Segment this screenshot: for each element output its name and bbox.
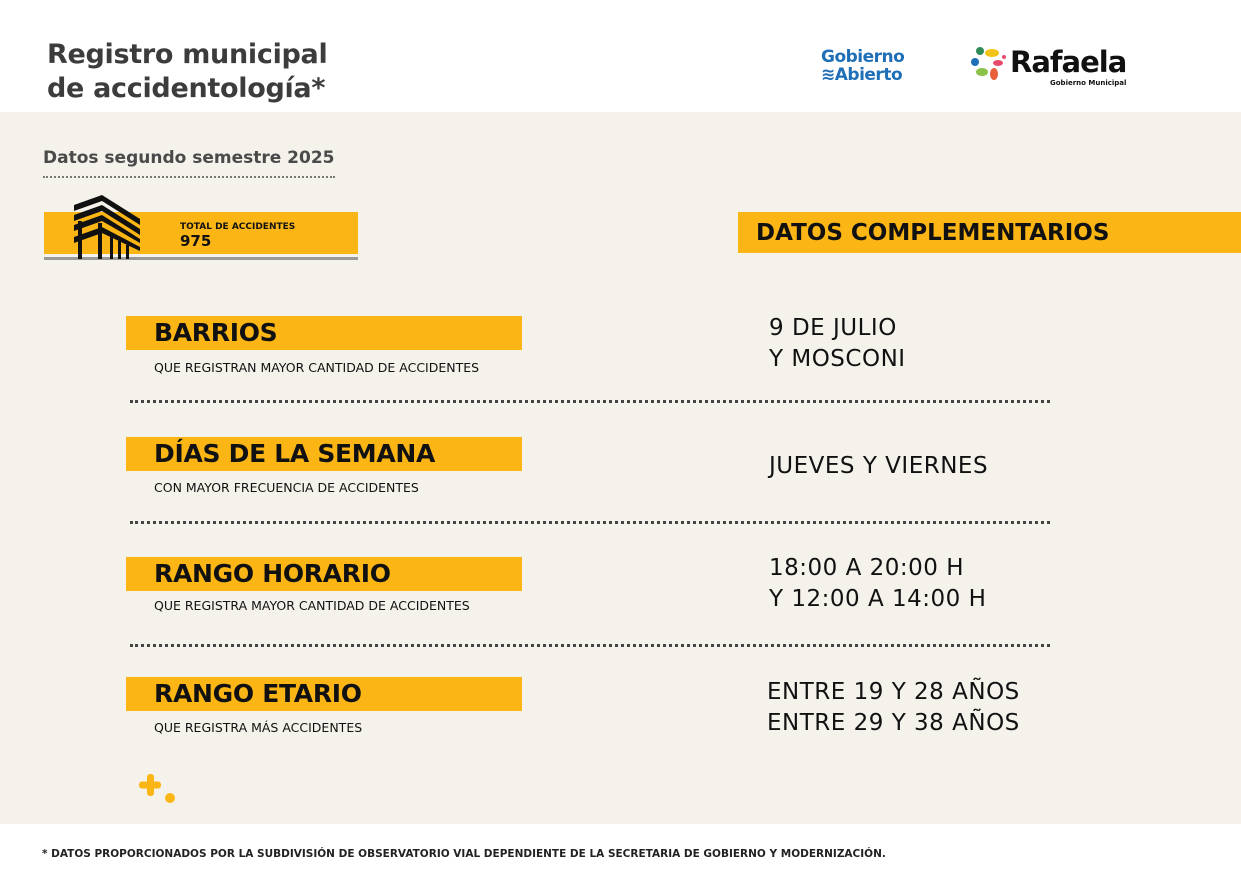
footnote: * DATOS PROPORCIONADOS POR LA SUBDIVISIÓ… xyxy=(42,848,886,860)
value-line: Y 12:00 A 14:00 H xyxy=(769,586,987,612)
value-line: 18:00 A 20:00 H xyxy=(769,555,965,581)
building-icon xyxy=(74,195,140,259)
title-line-1: Registro municipal xyxy=(47,39,328,70)
row-value: ENTRE 19 Y 28 AÑOS ENTRE 29 Y 38 AÑOS xyxy=(767,677,1020,739)
rafaela-flower-icon xyxy=(971,47,1006,80)
total-value: 975 xyxy=(180,232,212,250)
rafaela-sub: Gobierno Municipal xyxy=(1050,79,1127,87)
row-subtitle: QUE REGISTRAN MAYOR CANTIDAD DE ACCIDENT… xyxy=(154,360,480,375)
row-value: 18:00 A 20:00 H Y 12:00 A 14:00 H xyxy=(769,553,986,615)
row-title-horario: RANGO HORARIO xyxy=(126,557,522,591)
dotted-separator xyxy=(130,521,1050,524)
divider xyxy=(44,257,358,260)
row-title-etario: RANGO ETARIO xyxy=(126,677,522,711)
value-line: JUEVES Y VIERNES xyxy=(769,453,989,479)
complementary-data-banner: DATOS COMPLEMENTARIOS xyxy=(738,212,1241,253)
total-label: TOTAL DE ACCIDENTES xyxy=(180,222,296,232)
title-line-2: de accidentología* xyxy=(47,73,326,104)
page-title: Registro municipal de accidentología* xyxy=(47,38,328,106)
row-subtitle: CON MAYOR FRECUENCIA DE ACCIDENTES xyxy=(154,480,419,495)
logo1-line2: ≋Abierto xyxy=(821,66,904,84)
footer xyxy=(0,824,1241,878)
row-subtitle: QUE REGISTRA MÁS ACCIDENTES xyxy=(154,720,363,735)
value-line: 9 DE JULIO xyxy=(769,315,897,341)
logo1-line1: Gobierno xyxy=(821,47,905,67)
value-line: Y MOSCONI xyxy=(769,346,906,372)
row-title-dias: DÍAS DE LA SEMANA xyxy=(126,437,522,471)
plus-decoration-icon xyxy=(139,774,175,803)
header: Registro municipal de accidentología* Gob… xyxy=(0,0,1241,112)
gobierno-abierto-logo: Gobierno ≋Abierto xyxy=(821,47,905,84)
dotted-separator xyxy=(130,400,1050,403)
logo1-text: Abierto xyxy=(834,65,903,85)
row-value: JUEVES Y VIERNES xyxy=(769,451,988,482)
dotted-separator xyxy=(130,644,1050,647)
rafaela-logo: Rafaela Gobierno Municipal xyxy=(970,45,1127,87)
row-title-barrios: BARRIOS xyxy=(126,316,522,350)
rafaela-name: Rafaela xyxy=(1010,45,1127,79)
value-line: ENTRE 19 Y 28 AÑOS xyxy=(767,679,1020,705)
waves-icon: ≋ xyxy=(821,65,835,85)
row-value: 9 DE JULIO Y MOSCONI xyxy=(769,313,906,375)
row-subtitle: QUE REGISTRA MAYOR CANTIDAD DE ACCIDENTE… xyxy=(154,598,470,613)
section-subtitle: Datos segundo semestre 2025 xyxy=(43,148,335,178)
value-line: ENTRE 29 Y 38 AÑOS xyxy=(767,710,1020,736)
